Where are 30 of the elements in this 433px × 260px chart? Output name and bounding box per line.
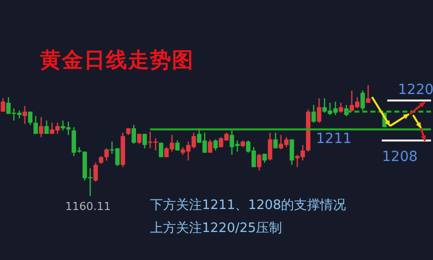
candlestick xyxy=(311,104,316,124)
candlestick xyxy=(0,98,6,112)
annotation: 1211 xyxy=(316,131,352,147)
candlestick xyxy=(360,90,365,112)
candlestick xyxy=(142,133,147,149)
candlestick xyxy=(132,124,136,144)
candlestick xyxy=(93,162,98,182)
candlestick xyxy=(22,105,27,124)
candlestick xyxy=(366,84,370,104)
candlestick xyxy=(34,115,38,134)
candlestick xyxy=(158,142,164,158)
candlestick xyxy=(44,120,49,134)
text: 1160.11 xyxy=(65,200,111,213)
candlestick xyxy=(268,132,272,162)
candlestick xyxy=(175,140,180,152)
candlestick xyxy=(104,148,109,162)
candlestick xyxy=(256,153,262,172)
candlestick xyxy=(290,138,294,166)
candlestick xyxy=(338,102,344,114)
candlestick xyxy=(316,98,322,124)
text: 下方关注1211、1208的支撑情况 xyxy=(150,197,346,213)
candlestick xyxy=(273,132,278,149)
candlestick xyxy=(213,138,218,152)
chart-title: 黄金日线走势图 xyxy=(39,47,194,72)
candlestick xyxy=(28,111,32,126)
annotation: 1208 xyxy=(382,149,418,165)
candlestick xyxy=(38,116,44,138)
text: 上方关注1220/25压制 xyxy=(150,220,282,236)
candlestick xyxy=(208,138,212,154)
annotation: 1220 xyxy=(398,82,433,98)
